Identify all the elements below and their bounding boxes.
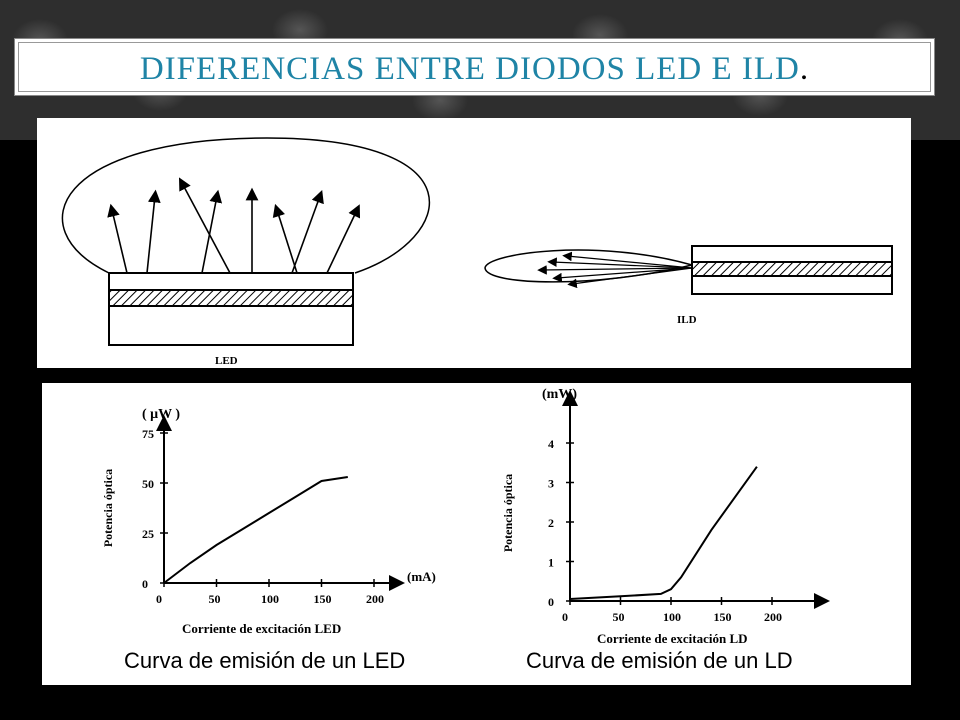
page-title: DIFERENCIAS ENTRE DIODOS LED E ILD. [139, 51, 810, 87]
ild-active-layer [691, 261, 893, 277]
chart1-x-tick-label: 100 [261, 592, 279, 606]
chart2-y-tick-label: 4 [548, 437, 554, 451]
emission-pattern-figure: LED ILD [37, 118, 911, 368]
chart1-x-axis-label: Corriente de excitación LED [182, 621, 341, 636]
chart1-y-tick-label: 25 [142, 527, 154, 541]
chart1-x-tick-label: 150 [314, 592, 332, 606]
chart2-x-tick-label: 50 [613, 610, 625, 624]
chart2-y-unit: (mW) [542, 387, 577, 402]
emission-pattern-drawing: LED ILD [61, 137, 893, 367]
led-emission-lobe [61, 137, 431, 274]
chart1-x-unit: (mA) [407, 569, 436, 584]
chart2-series-line [569, 466, 758, 600]
chart1-series-line [163, 476, 348, 584]
chart1-y-tick-label: 75 [142, 427, 154, 441]
led-label: LED [215, 355, 238, 367]
chart2-y-axis-label: Potencia óptica [501, 474, 515, 552]
led-curve-caption: Curva de emisión de un LED [124, 648, 406, 673]
chart2-y-tick-label: 1 [548, 556, 554, 570]
chart1-x-tick-label: 200 [366, 592, 384, 606]
ild-light-rays [537, 251, 693, 289]
ild-emission-lobe [484, 249, 693, 283]
chart1-x-tick-label: 0 [156, 592, 162, 606]
chart1-y-tick-label: 50 [142, 477, 154, 491]
chart1-y-tick-label: 0 [142, 577, 148, 591]
led-body [108, 272, 354, 346]
chart2-y-tick-label: 2 [548, 516, 554, 530]
chart2-y-tick-label: 3 [548, 477, 554, 491]
chart2-x-tick-label: 100 [663, 610, 681, 624]
chart2-x-tick-label: 0 [562, 610, 568, 624]
emission-curves-figure: 0 50 100 150 200 0 25 50 75( μW ) (mA) Corriente d… [42, 383, 911, 685]
title-frame: DIFERENCIAS ENTRE DIODOS LED E ILD. [14, 38, 935, 96]
led-light-rays [107, 177, 361, 274]
ld-curve-caption: Curva de emisión de un LD [526, 648, 793, 673]
chart2-x-tick-label: 200 [764, 610, 782, 624]
chart1-y-unit: ( μW ) [142, 407, 180, 422]
led-active-layer [108, 289, 354, 307]
chart2-x-tick-label: 150 [714, 610, 732, 624]
chart1-y-axis-label: Potencia óptica [101, 469, 115, 547]
chart2-x-axis-label: Corriente de excitación LD [597, 631, 748, 646]
chart1-x-tick-label: 50 [209, 592, 221, 606]
chart2-y-tick-label: 0 [548, 595, 554, 609]
ild-label: ILD [677, 314, 697, 326]
